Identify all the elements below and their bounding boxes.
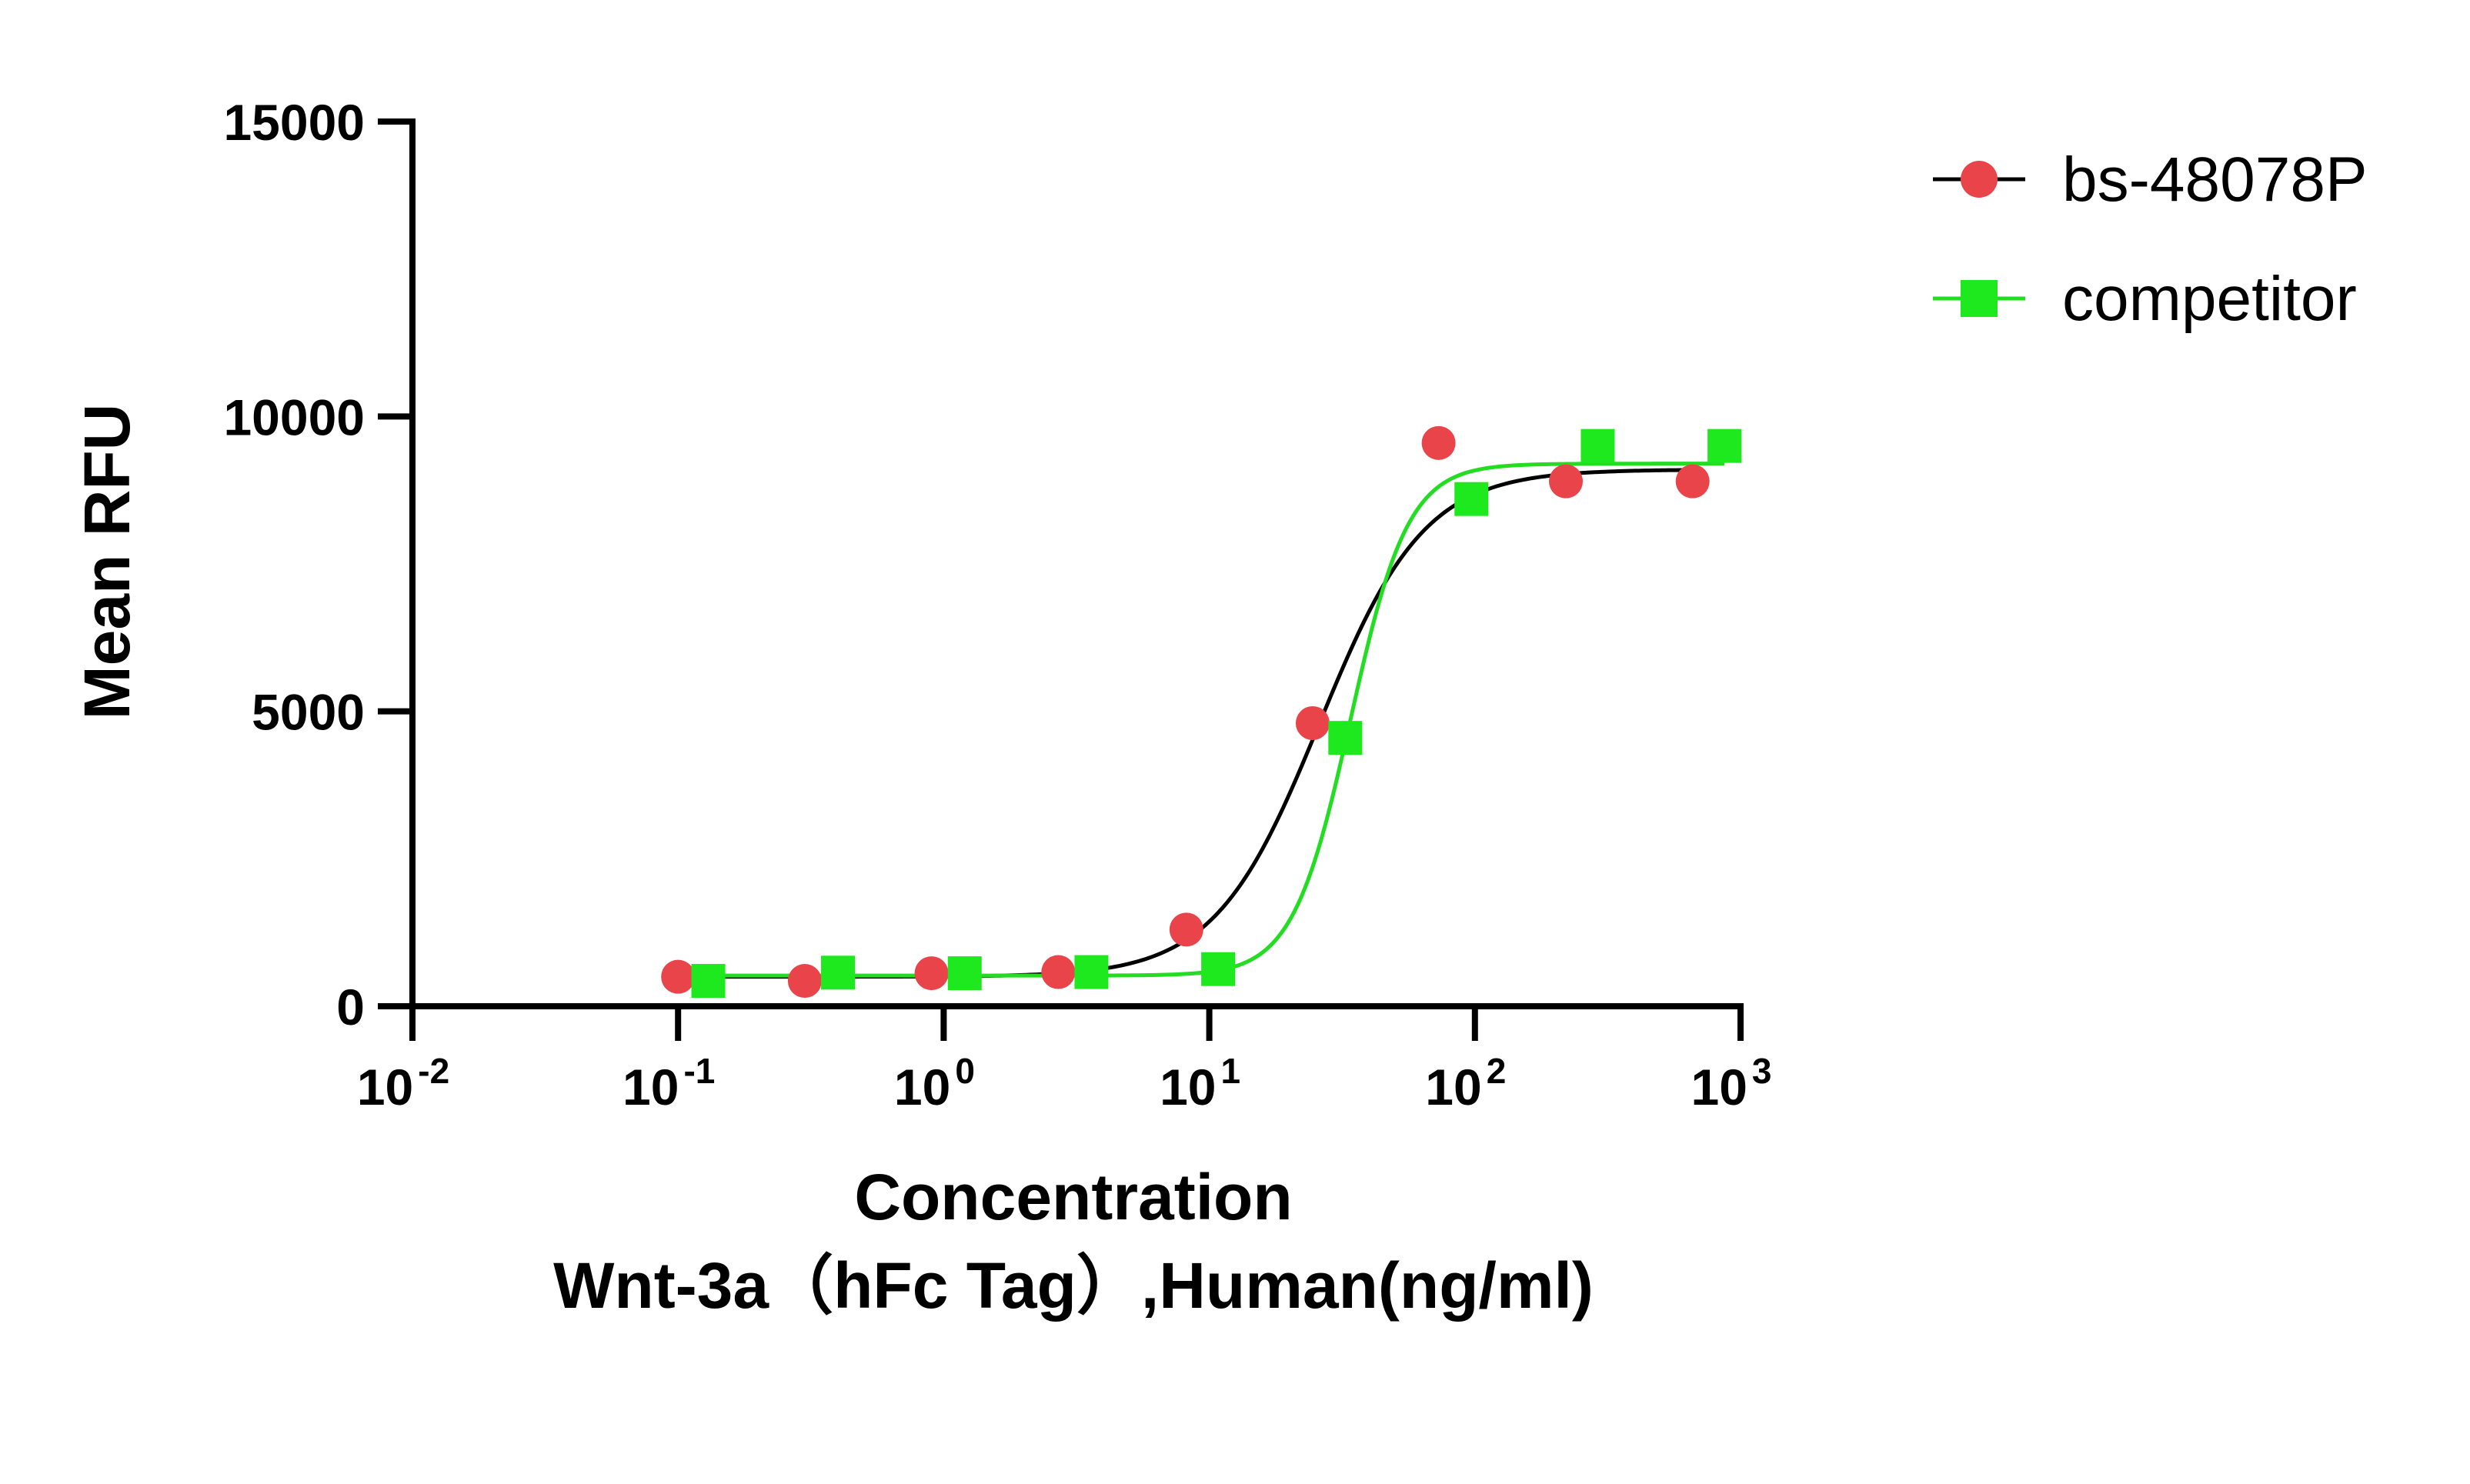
data-point-competitor <box>1201 952 1236 986</box>
x-tick-label: 10 3 <box>1691 1051 1771 1116</box>
legend-marker-competitor <box>1961 280 1998 317</box>
x-axis-subtitle: Wnt-3a（hFc Tag）,Human(ng/ml) <box>553 1249 1594 1322</box>
data-point-bs-48078P <box>1421 425 1456 460</box>
x-tick-label: 10 -1 <box>623 1051 715 1116</box>
data-point-bs-48078P <box>1169 912 1203 947</box>
data-point-competitor <box>1328 721 1363 755</box>
data-point-competitor <box>947 956 982 991</box>
data-point-bs-48078P <box>661 959 696 994</box>
y-tick-label: 15000 <box>223 94 365 151</box>
data-point-bs-48078P <box>787 964 822 999</box>
fit-curves <box>678 462 1725 979</box>
fit-curve-bs-48078P <box>678 468 1693 979</box>
data-point-competitor <box>691 964 726 999</box>
data-point-bs-48078P <box>1675 464 1710 499</box>
y-tick-label: 0 <box>336 979 365 1035</box>
x-tick-label: 10 0 <box>894 1051 975 1116</box>
x-tick-label: 10 1 <box>1160 1051 1240 1116</box>
data-point-bs-48078P <box>1295 706 1330 740</box>
data-point-competitor <box>1707 429 1742 463</box>
data-point-bs-48078P <box>1549 464 1584 499</box>
x-axis-title: Concentration <box>854 1161 1292 1233</box>
legend: bs-48078P competitor <box>1933 145 2368 334</box>
data-point-competitor <box>1454 482 1489 516</box>
legend-marker-bs-48078P <box>1961 161 1998 198</box>
data-point-competitor <box>1074 955 1109 989</box>
legend-label: competitor <box>2062 264 2357 334</box>
data-point-competitor <box>821 955 856 990</box>
y-tick-label: 10000 <box>223 389 365 445</box>
y-axis-title: Mean RFU <box>71 404 143 720</box>
data-point-bs-48078P <box>1041 955 1076 989</box>
x-tick-label: 10 2 <box>1425 1051 1506 1116</box>
data-point-competitor <box>1580 429 1615 463</box>
x-tick-label: 10 -2 <box>357 1051 449 1116</box>
data-point-bs-48078P <box>914 956 949 991</box>
fit-curve-competitor <box>708 462 1725 978</box>
axes: 0 5000 10000 15000 10 -2 10 -1 10 0 10 1 10 2 10 3 <box>223 94 1771 1116</box>
y-tick-label: 5000 <box>252 684 365 741</box>
data-points <box>661 425 1742 999</box>
legend-label: bs-48078P <box>2062 145 2368 215</box>
